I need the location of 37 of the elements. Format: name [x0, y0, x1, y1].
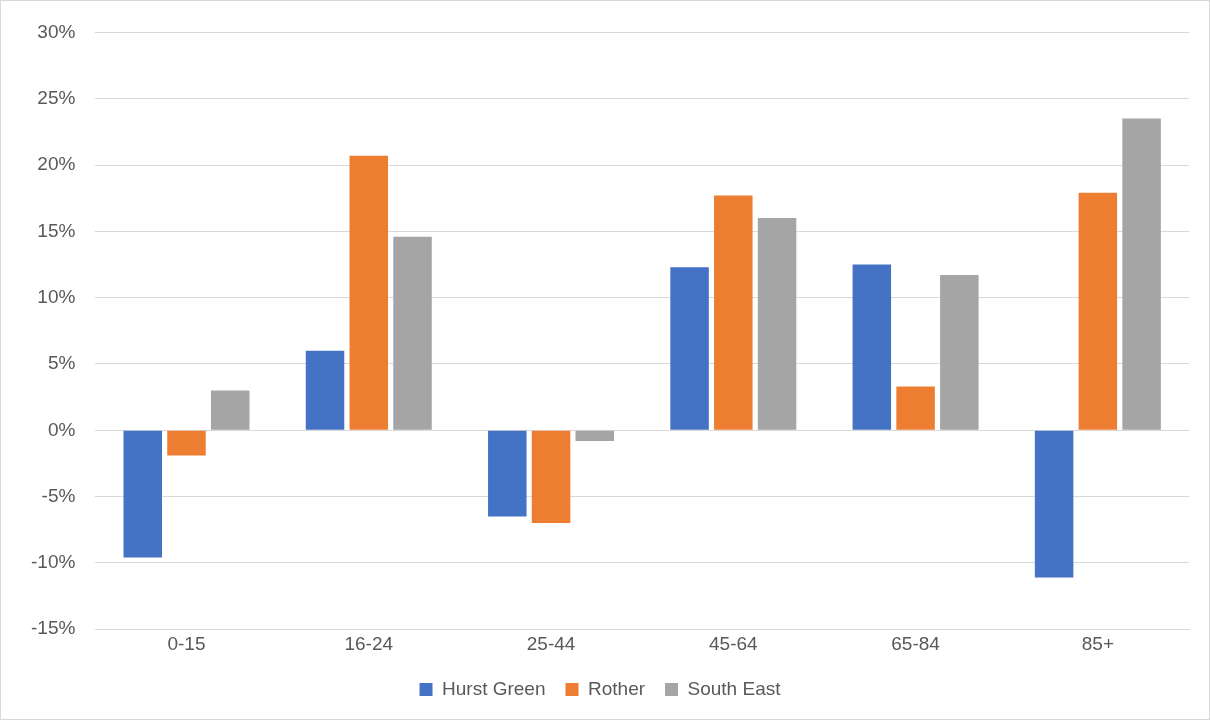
- bar: [305, 350, 345, 430]
- bar: [393, 236, 432, 430]
- x-tick-label: 45-64: [709, 632, 759, 654]
- y-tick-label: 15%: [37, 219, 76, 241]
- bar: [1078, 192, 1118, 430]
- y-tick-label: 30%: [37, 20, 76, 42]
- legend-label: South East: [687, 677, 782, 699]
- bar: [123, 430, 162, 558]
- bar: [575, 430, 615, 441]
- x-tick-label: 85+: [1081, 632, 1114, 654]
- y-tick-label: -10%: [31, 551, 76, 573]
- x-tick-label: 16-24: [344, 632, 394, 654]
- bar: [1122, 118, 1161, 430]
- bar: [349, 155, 389, 430]
- bar: [852, 264, 892, 430]
- bar: [488, 430, 527, 517]
- y-tick-label: -15%: [31, 617, 76, 639]
- bar: [670, 267, 709, 430]
- legend-label: Hurst Green: [442, 677, 546, 699]
- x-tick-label: 25-44: [526, 632, 576, 654]
- x-tick-label: 0-15: [167, 632, 206, 654]
- bar: [1034, 430, 1074, 578]
- y-tick-label: -5%: [41, 484, 76, 506]
- bar: [210, 390, 250, 430]
- bar: [757, 218, 797, 430]
- y-tick-label: 5%: [47, 352, 76, 374]
- bar: [531, 430, 571, 524]
- bar: [940, 275, 979, 430]
- y-tick-label: 10%: [37, 285, 76, 307]
- y-tick-label: 0%: [47, 418, 76, 440]
- x-tick-label: 65-84: [891, 632, 941, 654]
- bar: [714, 195, 753, 430]
- bar: [167, 430, 206, 456]
- y-tick-label: 20%: [37, 153, 76, 175]
- bar: [896, 386, 935, 430]
- y-tick-label: 25%: [37, 86, 76, 108]
- legend-label: Rother: [588, 677, 646, 699]
